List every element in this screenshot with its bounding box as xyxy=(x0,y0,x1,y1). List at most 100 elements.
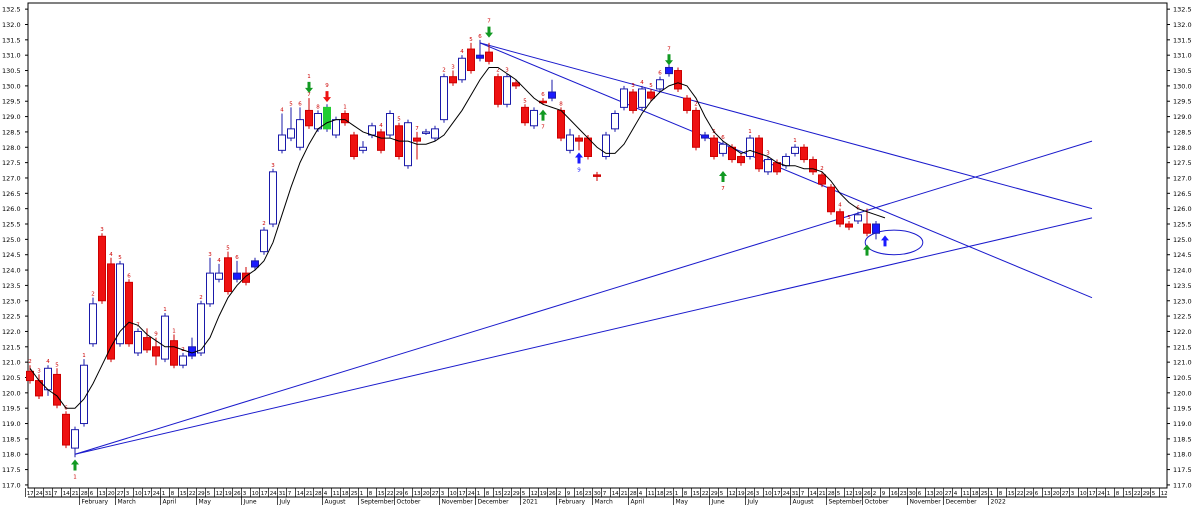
candle-body xyxy=(107,263,115,360)
x-day-label: 1 xyxy=(1107,491,1111,497)
y-tick-label-left: 120.0 xyxy=(2,389,21,397)
x-month-label: May xyxy=(199,499,212,506)
y-tick-label-left: 121.5 xyxy=(2,343,21,351)
x-day-label: 24 xyxy=(1098,491,1105,497)
candle-body xyxy=(386,113,394,136)
y-tick-label-left: 128.5 xyxy=(2,128,21,136)
x-day-label: 4 xyxy=(954,491,958,497)
x-month-label: October xyxy=(865,499,890,506)
signal-arrow-up-icon xyxy=(719,170,727,182)
x-day-label: 17 xyxy=(27,491,34,497)
signal-arrow-down-icon xyxy=(485,26,493,38)
candle-body xyxy=(791,146,799,154)
x-day-label: 13 xyxy=(414,491,421,497)
candle-count-label: 5 xyxy=(55,362,59,368)
candle-count-label: 6 xyxy=(721,135,725,141)
candle-body xyxy=(332,119,340,136)
candle-body xyxy=(359,146,367,151)
candle-count-label: 9 xyxy=(154,332,158,338)
x-day-label: 22 xyxy=(504,491,511,497)
signal-arrow-label: 1 xyxy=(73,475,77,481)
x-month-label: February xyxy=(559,499,586,506)
candle-body xyxy=(296,119,304,148)
candle-body xyxy=(80,364,88,425)
x-day-label: 21 xyxy=(819,491,826,497)
x-day-label: 13 xyxy=(99,491,106,497)
x-month-label: December xyxy=(946,499,978,506)
candle-body xyxy=(152,346,160,357)
x-day-label: 7 xyxy=(54,491,58,497)
candle-body xyxy=(215,272,223,280)
candle-count-label: 3 xyxy=(100,227,104,233)
x-day-label: 18 xyxy=(972,491,979,497)
signal-arrow-down-icon xyxy=(305,81,313,93)
x-day-label: 16 xyxy=(576,491,583,497)
y-tick-label-left: 125.5 xyxy=(2,221,21,229)
candle-body xyxy=(26,370,34,382)
y-tick-label-right: 119.0 xyxy=(1173,420,1192,428)
y-tick-label-right: 124.5 xyxy=(1173,251,1192,259)
x-day-label: 24 xyxy=(270,491,277,497)
x-day-label: 10 xyxy=(252,491,259,497)
candle-body xyxy=(575,137,583,142)
candle-body xyxy=(521,106,529,124)
candle-body xyxy=(287,128,295,139)
y-tick-label-left: 124.0 xyxy=(2,267,21,275)
plot-frame xyxy=(27,2,1168,489)
candle-count-label: 1 xyxy=(793,138,797,144)
x-day-label: 14 xyxy=(810,491,817,497)
y-tick-label-right: 126.5 xyxy=(1173,190,1192,198)
candle-body xyxy=(494,76,502,105)
candle-count-label: 3 xyxy=(505,68,509,74)
candle-body xyxy=(440,76,448,121)
x-day-label: 4 xyxy=(324,491,328,497)
candle-body xyxy=(368,125,376,136)
x-day-label: 8 xyxy=(1116,491,1120,497)
candle-body xyxy=(197,303,205,354)
candle-body xyxy=(530,109,538,127)
candle-body xyxy=(233,272,241,280)
candle-body xyxy=(872,223,880,234)
candle-body xyxy=(512,82,520,87)
signal-arrow-label: 9 xyxy=(325,83,329,89)
candle-count-label: 2 xyxy=(262,221,266,227)
candle-count-label: 3 xyxy=(271,163,275,169)
x-day-label: 6 xyxy=(405,491,409,497)
candle-body xyxy=(206,272,214,305)
candle-body xyxy=(143,337,151,351)
candle-count-label: 7 xyxy=(415,126,419,132)
y-tick-label-right: 128.5 xyxy=(1173,128,1192,136)
x-month-label: February xyxy=(82,499,109,506)
candle-count-label: 3 xyxy=(37,368,41,374)
candle-body xyxy=(413,137,421,142)
x-day-label: 29 xyxy=(198,491,205,497)
candle-body xyxy=(404,122,412,167)
candle-body xyxy=(53,373,61,406)
y-tick-label-right: 122.5 xyxy=(1173,313,1192,321)
x-day-label: 30 xyxy=(909,491,916,497)
candle-body xyxy=(809,159,817,173)
signal-arrow-label: 9 xyxy=(577,168,581,174)
x-month-label: March xyxy=(595,499,613,506)
x-day-label: 20 xyxy=(423,491,430,497)
candle-body xyxy=(557,109,565,139)
x-day-label: 8 xyxy=(171,491,175,497)
candle-body xyxy=(188,346,196,357)
x-day-label: 5 xyxy=(720,491,724,497)
x-day-label: 24 xyxy=(153,491,160,497)
x-day-label: 6 xyxy=(90,491,94,497)
y-tick-label-right: 130.0 xyxy=(1173,82,1192,90)
candle-body xyxy=(503,76,511,105)
x-day-label: 27 xyxy=(945,491,952,497)
candle-body xyxy=(278,134,286,151)
y-tick-label-right: 129.0 xyxy=(1173,113,1192,121)
x-day-label: 27 xyxy=(117,491,124,497)
y-tick-label-right: 117.0 xyxy=(1173,481,1192,489)
candle-body xyxy=(854,214,862,222)
x-day-label: 12 xyxy=(1161,491,1168,497)
x-day-label: 21 xyxy=(72,491,79,497)
x-day-label: 29 xyxy=(396,491,403,497)
x-day-label: 15 xyxy=(495,491,502,497)
candle-body xyxy=(179,355,187,366)
x-month-label: November xyxy=(442,499,474,506)
